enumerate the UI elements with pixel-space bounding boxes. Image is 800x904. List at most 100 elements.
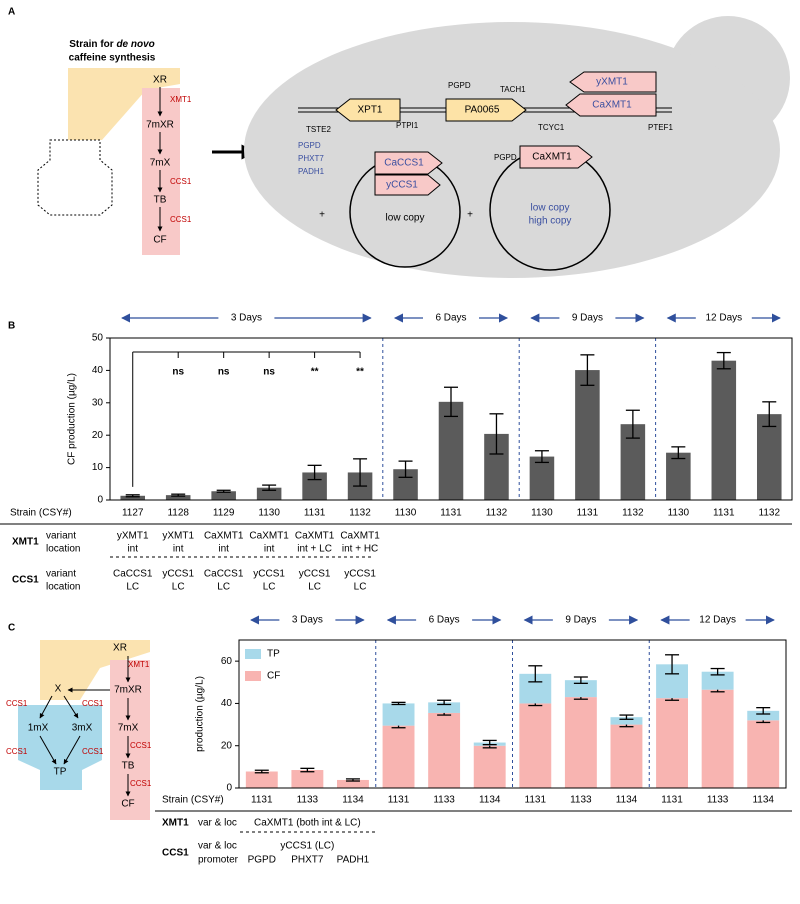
promoter-label: PADH1 bbox=[298, 167, 325, 176]
table-field: location bbox=[46, 582, 80, 593]
bar-segment bbox=[291, 770, 324, 788]
element-label: TACH1 bbox=[500, 85, 526, 94]
enzyme: CCS1 bbox=[170, 177, 192, 186]
x-tick-label: 1131 bbox=[440, 508, 462, 519]
group-label-bg bbox=[279, 612, 336, 628]
metabolite: CF bbox=[153, 235, 166, 246]
legend-label: TP bbox=[267, 649, 280, 660]
x-tick-label: 1134 bbox=[616, 795, 638, 806]
table-cell: CaXMT1 (both int & LC) bbox=[254, 818, 361, 829]
y-tick-label: 50 bbox=[92, 333, 104, 344]
table-field: var & loc bbox=[198, 841, 237, 852]
pathway-region bbox=[142, 88, 180, 255]
table-cell: yXMT1 bbox=[117, 531, 149, 542]
x-tick-label: 1131 bbox=[388, 795, 410, 806]
metabolite: 3mX bbox=[72, 723, 93, 734]
x-tick-label: 1129 bbox=[213, 508, 235, 519]
x-tick-label: 1132 bbox=[759, 508, 781, 519]
pathway-region bbox=[40, 640, 150, 700]
x-tick-label: 1130 bbox=[531, 508, 553, 519]
group-label-bg bbox=[218, 310, 275, 326]
x-tick-label: 1131 bbox=[251, 795, 273, 806]
metabolite: 7mXR bbox=[146, 120, 174, 131]
table-cell: yCCS1 bbox=[162, 569, 194, 580]
table-cell: yCCS1 bbox=[344, 569, 376, 580]
bar bbox=[666, 452, 691, 500]
enzyme: CCS1 bbox=[6, 699, 28, 708]
bar bbox=[575, 370, 600, 500]
bar-segment bbox=[245, 771, 278, 788]
x-tick-label: 1131 bbox=[577, 508, 599, 519]
x-tick-label: 1130 bbox=[668, 508, 690, 519]
table-cell: LC bbox=[263, 582, 276, 593]
x-tick-label: 1131 bbox=[661, 795, 683, 806]
enzyme: CCS1 bbox=[170, 215, 192, 224]
table-field: variant bbox=[46, 531, 76, 542]
bar-segment bbox=[382, 703, 415, 726]
x-tick-label: 1131 bbox=[304, 508, 326, 519]
metabolite: X bbox=[55, 684, 62, 695]
plot-frame bbox=[238, 639, 787, 789]
significance-label: ** bbox=[356, 367, 364, 378]
yeast-cell bbox=[244, 22, 780, 278]
table-cell: PGPD bbox=[248, 855, 276, 866]
copy-label: high copy bbox=[529, 216, 572, 227]
panel-c-pathway: XR XMT1 X 7mXR CCS1 CCS1 1mX 3mX 7mX CCS… bbox=[6, 640, 152, 820]
table-cell: CaXMT1 bbox=[340, 531, 380, 542]
x-tick-label: 1132 bbox=[486, 508, 508, 519]
title-part: Strain for bbox=[69, 39, 114, 50]
x-tick-label: 1134 bbox=[479, 795, 501, 806]
panel-label: C bbox=[8, 623, 15, 634]
bar-segment bbox=[428, 712, 461, 788]
significance-label: ns bbox=[172, 367, 184, 378]
legend-label: CF bbox=[267, 671, 280, 682]
enzyme: CCS1 bbox=[82, 747, 104, 756]
y-tick-label: 40 bbox=[221, 698, 233, 709]
bar-segment bbox=[564, 697, 597, 788]
table-cell: CaCCS1 bbox=[113, 569, 153, 580]
panel-label: A bbox=[8, 7, 15, 18]
y-tick-label: 20 bbox=[92, 430, 104, 441]
bar-segment bbox=[610, 724, 643, 788]
table-field: promoter bbox=[198, 855, 239, 866]
group-label: 6 Days bbox=[429, 615, 460, 626]
table-cell: LC bbox=[308, 582, 321, 593]
bar bbox=[756, 414, 782, 500]
group-label: 12 Days bbox=[705, 313, 742, 324]
table-gene: XMT1 bbox=[12, 537, 39, 548]
gene-arrow bbox=[374, 174, 441, 196]
gene-label: CaCCS1 bbox=[384, 158, 424, 169]
y-tick-label: 10 bbox=[92, 462, 104, 473]
bar-segment bbox=[610, 717, 643, 725]
significance-label: ns bbox=[263, 367, 275, 378]
pathway-arrows bbox=[39, 656, 131, 797]
table-cell: int bbox=[127, 544, 138, 555]
bar-segment bbox=[747, 710, 780, 721]
bar-segment bbox=[473, 745, 506, 788]
table-cell: int bbox=[264, 544, 275, 555]
gene-label: yCCS1 bbox=[386, 180, 418, 191]
bar-segment bbox=[382, 725, 415, 788]
element-label: TSTE2 bbox=[306, 125, 331, 134]
x-tick-label: 1133 bbox=[433, 795, 455, 806]
group-label: 9 Days bbox=[572, 313, 603, 324]
table-cell: yCCS1 bbox=[299, 569, 331, 580]
x-tick-label: 1131 bbox=[713, 508, 735, 519]
bar bbox=[438, 401, 464, 500]
y-tick-label: 0 bbox=[97, 495, 103, 506]
bar-segment bbox=[656, 698, 688, 788]
panel-a: A Strain for de novo caffeine synthesis … bbox=[8, 7, 790, 278]
bar-segment bbox=[564, 680, 597, 698]
x-tick-label: 1133 bbox=[570, 795, 592, 806]
plot-frame bbox=[109, 337, 793, 501]
table-cell: CaXMT1 bbox=[204, 531, 244, 542]
table-cell: int + LC bbox=[297, 544, 332, 555]
gene-label: CaXMT1 bbox=[532, 152, 572, 163]
metabolite: 7mX bbox=[118, 723, 139, 734]
table-cell: int bbox=[218, 544, 229, 555]
promoter-label: PGPD bbox=[298, 141, 321, 150]
table-field: location bbox=[46, 544, 80, 555]
enzyme: XMT1 bbox=[170, 95, 192, 104]
